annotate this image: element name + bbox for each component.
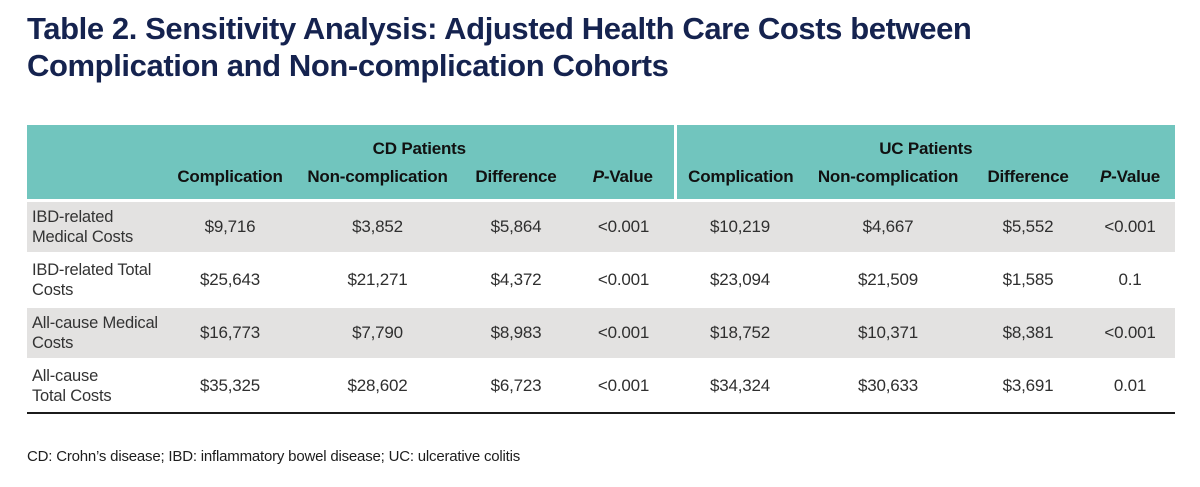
cell-value: $23,094 [710,270,771,289]
p-rest: -Value [1111,166,1161,186]
cell-value: <0.001 [1104,217,1156,236]
sub-header-row: Complication Non-complication Difference… [27,160,1176,201]
cell-value: $9,716 [204,217,256,236]
cell-value: $6,723 [490,376,542,396]
cell-value: <0.001 [597,217,650,236]
cell-value: $5,552 [1002,217,1054,236]
sensitivity-analysis-table: CD Patients UC Patients Complication Non… [27,125,1176,414]
p-italic: P [1100,166,1112,186]
cell-value: $10,371 [858,323,919,342]
table-body: IBD-related Medical Costs $9,716 $3,852 $… [27,200,1176,413]
row-label-line1: All-cause [32,367,99,386]
uc-complication-header: Complication [673,160,806,201]
uc-pvalue-header: P-Value [1085,160,1176,201]
row-label-line1: All-cause Medical [32,314,158,332]
cell-value: $30,633 [858,376,919,396]
row-label-line2: Medical Costs [32,228,134,246]
cell-value: <0.001 [597,323,650,342]
cell-value: $21,509 [858,270,919,289]
cd-difference-header: Difference [460,160,572,201]
cell-value: 0.01 [1113,376,1147,396]
table-row-ibd-total: IBD-related Total Costs $25,643 $21,271 $… [27,253,1176,307]
cd-complication-header: Complication [165,160,295,201]
cell-value: $25,643 [199,270,261,289]
cell-value: $4,372 [490,270,542,289]
cell-value: $21,271 [347,270,408,289]
row-label: All-cause Medical Costs [27,307,165,360]
row-label-line1: IBD-related Total [32,261,152,279]
p-rest: -Value [603,166,653,186]
cell-value: $10,219 [710,217,771,236]
cell-value: $7,790 [352,323,403,342]
cell-value: $3,691 [1002,376,1054,396]
corner-cell [27,125,165,160]
cell-value: $18,752 [710,323,771,342]
cell-value: <0.001 [1104,323,1156,342]
cell-value: $1,585 [1002,270,1054,289]
uc-group-header: UC Patients [673,125,1176,160]
table-row-allcause-medical: All-cause Medical Costs $16,773 $7,790 $8… [27,306,1176,360]
cell-value: $3,852 [352,217,403,236]
table-row-allcause-total: All-cause Total Costs $35,325 $28,602 $6,… [27,359,1176,413]
table-row-ibd-medical: IBD-related Medical Costs $9,716 $3,852 $… [27,200,1176,254]
row-label-line2: Total Costs [32,387,112,406]
uc-difference-header: Difference [971,160,1086,201]
table-footnote: CD: Crohn’s disease; IBD: inflammatory b… [27,448,521,465]
cell-value: $35,325 [199,376,261,396]
p-italic: P [592,166,604,186]
cell-value: $34,324 [710,376,771,396]
cell-value: $8,983 [490,323,542,342]
row-label-line2: Costs [32,281,74,299]
cd-group-header: CD Patients [165,125,676,160]
table-header: CD Patients UC Patients Complication Non… [27,125,1176,201]
row-label: IBD-related Total Costs [27,254,165,307]
cell-value: <0.001 [597,376,650,396]
cell-value: $28,602 [347,376,408,396]
table-title: Table 2. Sensitivity Analysis: Adjusted … [27,11,972,83]
cd-non-complication-header: Non-complication [295,160,460,201]
cd-pvalue-header: P-Value [572,160,676,201]
row-label: All-cause Total Costs [27,360,165,413]
cell-value: <0.001 [597,270,650,289]
row-label: IBD-related Medical Costs [27,201,165,254]
cell-value: 0.1 [1118,270,1142,289]
row-label-line2: Costs [32,334,74,352]
cell-value: $4,667 [862,217,914,236]
cell-value: $8,381 [1002,323,1054,342]
row-label-line1: IBD-related [32,208,114,226]
cell-value: $5,864 [490,217,542,236]
group-header-row: CD Patients UC Patients [27,125,1176,160]
corner-cell-2 [27,160,165,201]
uc-non-complication-header: Non-complication [805,160,972,201]
cell-value: $16,773 [199,323,261,342]
